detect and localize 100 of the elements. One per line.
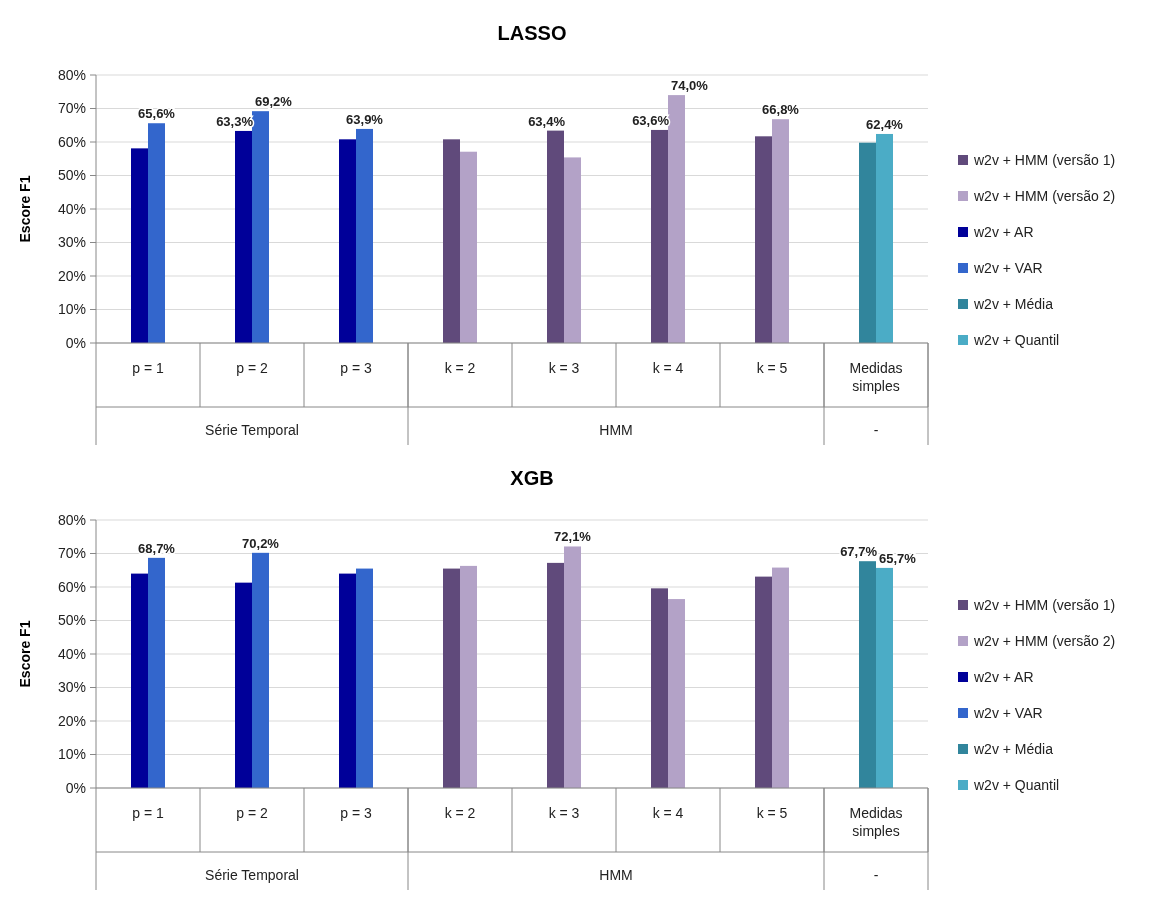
y-tick-label: 70% — [57, 545, 86, 562]
y-tick-label: 0% — [65, 779, 86, 796]
bar — [651, 588, 668, 788]
legend-label: w2v + AR — [973, 223, 1034, 240]
text: - — [873, 422, 879, 438]
legend-label: w2v + HMM (versão 1) — [973, 596, 1116, 613]
bar — [547, 562, 564, 788]
bar — [755, 576, 772, 788]
y-tick-label: 60% — [57, 133, 86, 150]
bar — [755, 136, 772, 343]
bar — [564, 546, 581, 788]
bar — [235, 582, 252, 788]
legend-label: w2v + Média — [973, 295, 1054, 312]
legend-label: w2v + VAR — [973, 259, 1043, 276]
bar — [668, 95, 685, 343]
bar — [651, 129, 668, 343]
legend-label: w2v + HMM (versão 1) — [973, 151, 1116, 168]
data-label: 69,2% — [255, 94, 293, 110]
y-axis-title: Escore F1 — [17, 620, 33, 688]
y-tick-label: 80% — [57, 66, 86, 83]
bar — [547, 130, 564, 343]
bar — [859, 142, 876, 343]
bar — [339, 573, 356, 788]
bar — [252, 552, 269, 788]
x-tick-label: p = 1 — [132, 805, 164, 821]
bar — [443, 139, 460, 343]
bar — [148, 123, 165, 343]
x-tick-label: k = 3 — [548, 360, 580, 376]
data-label: 65,7% — [879, 550, 917, 566]
data-label: 70,2% — [242, 535, 280, 551]
legend-label: w2v + Quantil — [973, 776, 1060, 793]
y-tick-label: 50% — [57, 167, 86, 184]
text: HMM — [599, 867, 633, 883]
data-label: 63,6% — [632, 112, 670, 128]
bar — [443, 568, 460, 788]
data-label: 63,9% — [346, 111, 384, 127]
bar — [772, 567, 789, 788]
y-tick-label: 30% — [57, 679, 86, 696]
y-tick-label: 20% — [57, 712, 86, 729]
y-axis-title: Escore F1 — [17, 175, 33, 243]
text: - — [873, 867, 879, 883]
y-tick-label: 10% — [57, 301, 86, 318]
y-tick-label: 60% — [57, 578, 86, 595]
legend-label: w2v + HMM (versão 2) — [973, 632, 1116, 649]
data-label: 67,7% — [840, 544, 878, 560]
y-tick-label: 80% — [57, 511, 86, 528]
data-label: 68,7% — [138, 540, 176, 556]
x-tick-label: p = 3 — [340, 360, 372, 376]
y-tick-label: 10% — [57, 746, 86, 763]
legend-label: w2v + Quantil — [973, 331, 1060, 348]
legend-label: w2v + Média — [973, 740, 1054, 757]
y-tick-label: 50% — [57, 612, 86, 629]
y-tick-label: 40% — [57, 645, 86, 662]
x-tick-label: Medidas simples — [849, 360, 903, 394]
bar — [356, 128, 373, 343]
bar — [859, 561, 876, 788]
bar — [235, 130, 252, 343]
x-tick-label: p = 3 — [340, 805, 372, 821]
x-tick-label: p = 2 — [236, 805, 268, 821]
x-tick-label: p = 1 — [132, 360, 164, 376]
bar — [460, 565, 477, 788]
x-tick-label: k = 2 — [444, 805, 476, 821]
bar — [772, 119, 789, 343]
data-label: 62,4% — [866, 116, 904, 132]
bar — [148, 557, 165, 788]
data-label: 65,6% — [138, 106, 176, 122]
bar — [131, 573, 148, 788]
bar — [876, 567, 893, 788]
bar — [356, 568, 373, 788]
data-label: 74,0% — [671, 78, 709, 94]
text: Série Temporal — [205, 867, 299, 883]
x-tick-label: k = 5 — [756, 805, 788, 821]
text: HMM — [599, 422, 633, 438]
bar — [252, 111, 269, 343]
legend-label: w2v + HMM (versão 2) — [973, 187, 1116, 204]
y-tick-label: 70% — [57, 100, 86, 117]
x-tick-label: k = 4 — [652, 805, 684, 821]
chart-title: XGB — [510, 467, 554, 489]
bar — [339, 139, 356, 343]
legend-label: w2v + AR — [973, 668, 1034, 685]
x-tick-label: k = 2 — [444, 360, 476, 376]
y-tick-label: 30% — [57, 234, 86, 251]
x-tick-label: Medidas simples — [849, 805, 903, 839]
x-tick-label: k = 3 — [548, 805, 580, 821]
text: Série Temporal — [205, 422, 299, 438]
data-label: 63,4% — [528, 113, 566, 129]
x-tick-label: p = 2 — [236, 360, 268, 376]
y-tick-label: 20% — [57, 267, 86, 284]
legend-label: w2v + VAR — [973, 704, 1043, 721]
bar — [564, 157, 581, 343]
bar — [131, 148, 148, 343]
bar — [876, 133, 893, 343]
bar — [668, 599, 685, 788]
chart-title: LASSO — [497, 22, 567, 44]
x-tick-label: k = 5 — [756, 360, 788, 376]
y-tick-label: 0% — [65, 334, 86, 351]
x-tick-label: k = 4 — [652, 360, 684, 376]
data-label: 66,8% — [762, 102, 800, 118]
bar — [460, 151, 477, 343]
data-label: 72,1% — [554, 529, 592, 545]
